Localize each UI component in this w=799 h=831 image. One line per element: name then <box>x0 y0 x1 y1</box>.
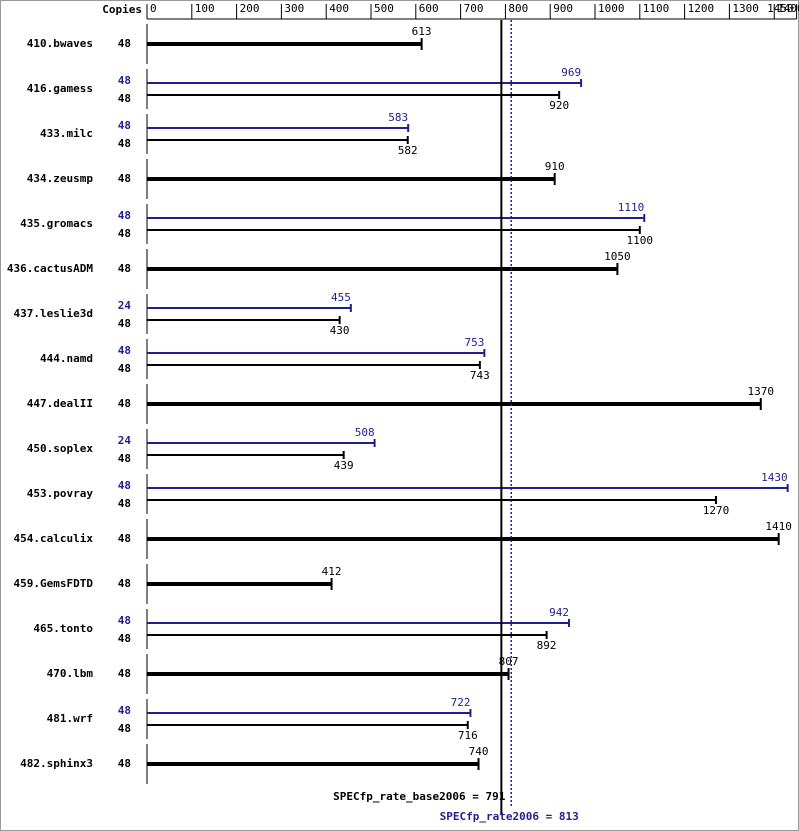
base-copies: 48 <box>118 262 131 275</box>
benchmark-label: 482.sphinx3 <box>20 757 93 770</box>
benchmark-label: 437.leslie3d <box>14 307 93 320</box>
x-tick-label: 200 <box>240 2 260 15</box>
x-tick-label: 400 <box>329 2 349 15</box>
peak-copies: 48 <box>118 704 131 717</box>
x-tick-label: 1450 <box>767 2 794 15</box>
benchmark-label: 454.calculix <box>14 532 94 545</box>
benchmark-label: 465.tonto <box>33 622 93 635</box>
benchmark-label: 416.gamess <box>27 82 93 95</box>
base-copies: 48 <box>118 452 131 465</box>
base-value-label: 807 <box>499 655 519 668</box>
base-copies: 48 <box>118 632 131 645</box>
base-value-label: 412 <box>322 565 342 578</box>
x-tick-label: 300 <box>284 2 304 15</box>
peak-copies: 24 <box>118 434 132 447</box>
x-tick-label: 0 <box>150 2 157 15</box>
base-value-label: 892 <box>537 639 557 652</box>
base-copies: 48 <box>118 497 131 510</box>
base-copies: 48 <box>118 37 131 50</box>
x-tick-label: 900 <box>553 2 573 15</box>
base-value-label: 582 <box>398 144 418 157</box>
x-tick-label: 800 <box>508 2 528 15</box>
base-copies: 48 <box>118 722 131 735</box>
peak-value-label: 753 <box>464 336 484 349</box>
base-value-label: 1410 <box>765 520 792 533</box>
copies-header: Copies <box>102 3 142 16</box>
x-tick-label: 600 <box>419 2 439 15</box>
peak-value-label: 508 <box>355 426 375 439</box>
base-copies: 48 <box>118 92 131 105</box>
base-copies: 48 <box>118 397 131 410</box>
base-copies: 48 <box>118 577 131 590</box>
base-value-label: 1370 <box>748 385 775 398</box>
peak-copies: 48 <box>118 344 131 357</box>
x-tick-label: 1400 <box>777 2 799 15</box>
base-copies: 48 <box>118 667 131 680</box>
base-value-label: 716 <box>458 729 478 742</box>
benchmark-label: 447.dealII <box>27 397 93 410</box>
peak-value-label: 1430 <box>761 471 788 484</box>
base-copies: 48 <box>118 317 131 330</box>
benchmark-label: 453.povray <box>27 487 94 500</box>
peak-value-label: 722 <box>451 696 471 709</box>
base-value-label: 1270 <box>703 504 730 517</box>
x-tick-label: 700 <box>464 2 484 15</box>
benchmark-label: 410.bwaves <box>27 37 93 50</box>
benchmark-label: 436.cactusADM <box>7 262 93 275</box>
x-tick-label: 100 <box>195 2 215 15</box>
benchmark-label: 433.milc <box>40 127 93 140</box>
peak-copies: 48 <box>118 209 131 222</box>
benchmark-label: 459.GemsFDTD <box>14 577 94 590</box>
benchmark-label: 481.wrf <box>47 712 93 725</box>
base-value-label: 430 <box>330 324 350 337</box>
base-value-label: 740 <box>469 745 489 758</box>
x-tick-label: 1100 <box>643 2 670 15</box>
peak-copies: 48 <box>118 614 131 627</box>
base-copies: 48 <box>118 362 131 375</box>
x-tick-label: 1300 <box>732 2 759 15</box>
base-value-label: 910 <box>545 160 565 173</box>
benchmark-label: 434.zeusmp <box>27 172 94 185</box>
peak-value-label: 969 <box>561 66 581 79</box>
base-value-label: 1050 <box>604 250 631 263</box>
base-copies: 48 <box>118 757 131 770</box>
x-tick-label: 1200 <box>688 2 715 15</box>
peak-value-label: 583 <box>388 111 408 124</box>
base-copies: 48 <box>118 227 131 240</box>
benchmark-label: 450.soplex <box>27 442 94 455</box>
base-value-label: 1100 <box>627 234 654 247</box>
x-tick-label: 1000 <box>598 2 625 15</box>
base-copies: 48 <box>118 172 131 185</box>
peak-mean-label: SPECfp_rate2006 = 813 <box>440 810 579 823</box>
peak-copies: 48 <box>118 74 131 87</box>
benchmark-label: 444.namd <box>40 352 93 365</box>
base-value-label: 920 <box>549 99 569 112</box>
benchmark-label: 470.lbm <box>47 667 94 680</box>
peak-value-label: 455 <box>331 291 351 304</box>
base-mean-label: SPECfp_rate_base2006 = 791 <box>333 790 506 803</box>
peak-copies: 48 <box>118 479 131 492</box>
base-value-label: 613 <box>412 25 432 38</box>
benchmark-label: 435.gromacs <box>20 217 93 230</box>
x-tick-label: 500 <box>374 2 394 15</box>
base-copies: 48 <box>118 532 131 545</box>
peak-copies: 24 <box>118 299 132 312</box>
peak-value-label: 942 <box>549 606 569 619</box>
base-value-label: 743 <box>470 369 490 382</box>
peak-copies: 48 <box>118 119 131 132</box>
base-value-label: 439 <box>334 459 354 472</box>
base-copies: 48 <box>118 137 131 150</box>
peak-value-label: 1110 <box>618 201 645 214</box>
